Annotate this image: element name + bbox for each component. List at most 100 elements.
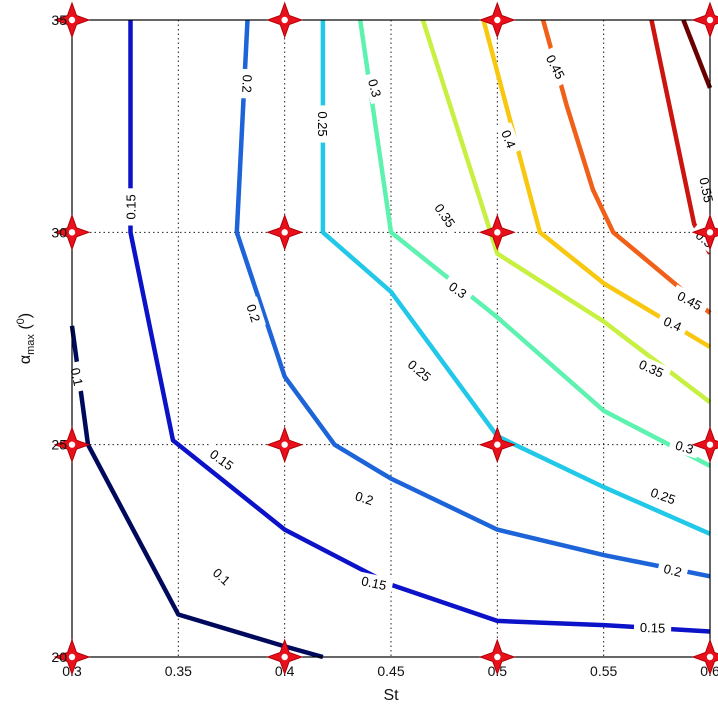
sample-point-marker — [478, 1, 516, 39]
contour-label-text: 0.25 — [315, 111, 330, 136]
y-axis-title-close: ) — [17, 313, 34, 318]
contour-line-0.5 — [649, 19, 712, 255]
sample-point-marker — [266, 1, 304, 39]
contour-label-gap — [205, 560, 239, 593]
x-tick-label: 0.6 — [700, 663, 718, 679]
contour-label-text: 0.4 — [661, 314, 684, 335]
contour-label-text: 0.2 — [239, 74, 255, 93]
contour-label-gap — [427, 195, 463, 236]
contour-label-gap — [656, 310, 690, 337]
contour-label-text: 0.15 — [360, 573, 388, 593]
y-tick-label: 35 — [51, 12, 67, 28]
contour-label-gap — [314, 105, 331, 143]
contour-label-0.15: 0.15 — [202, 442, 242, 477]
contour-label-0.25: 0.25 — [314, 105, 331, 143]
contour-label-gap — [496, 122, 522, 156]
contour-line-0.2 — [234, 19, 711, 579]
contour-label-gap — [441, 274, 475, 305]
contour-label-gap — [656, 558, 689, 582]
sample-marker-layer — [53, 1, 718, 676]
x-tick-layer: 0.3 0.35 0.4 0.45 0.5 0.55 0.6 — [62, 663, 718, 679]
sample-point-marker — [691, 638, 718, 676]
contour-label-0.2: 0.2 — [347, 485, 381, 510]
y-axis-title: αmax (0) — [15, 313, 37, 364]
contour-label-text: 0.3 — [674, 438, 696, 457]
contour-label-gap — [695, 170, 718, 210]
contour-label-gap — [241, 296, 266, 330]
sample-point-marker — [266, 426, 304, 464]
sample-point-marker — [53, 638, 91, 676]
contour-label-layer: 0.1 0.1 0.15 0.15 0.15 0.15 0.2 0.2 0.2 0.2 0.25 0.… — [66, 46, 718, 636]
sample-point-marker — [691, 426, 718, 464]
contour-label-0.1: 0.1 — [205, 560, 239, 593]
contour-label-gap — [668, 435, 701, 459]
contour-label-0.45: 0.45 — [540, 46, 572, 87]
contour-label-0.45: 0.45 — [669, 284, 710, 317]
contour-label-gap — [540, 46, 572, 87]
x-tick-label: 0.45 — [377, 663, 404, 679]
contour-label-gap — [347, 485, 381, 510]
contour-label-0.15: 0.15 — [354, 571, 394, 595]
x-tick-label: 0.5 — [488, 663, 508, 679]
contour-label-gap — [122, 188, 139, 226]
contour-label-0.2: 0.2 — [241, 296, 266, 330]
contour-label-gap — [363, 71, 387, 105]
contour-label-0.3: 0.3 — [363, 71, 387, 105]
contour-line-0.55 — [681, 19, 713, 89]
contour-label-0.25: 0.25 — [400, 352, 440, 389]
contour-line-0.45 — [540, 19, 712, 315]
sample-point-marker — [53, 213, 91, 251]
sample-point-marker — [691, 1, 718, 39]
contour-label-0.2: 0.2 — [238, 68, 257, 99]
contour-label-text: 0.3 — [365, 77, 384, 98]
y-tick-layer: 20 25 30 35 — [51, 12, 67, 665]
sample-point-marker — [53, 1, 91, 39]
sample-point-marker — [691, 213, 718, 251]
contour-line-0.25 — [320, 20, 711, 536]
x-tick-label: 0.35 — [165, 663, 192, 679]
contour-line-0.3 — [357, 19, 712, 468]
x-tick-label: 0.55 — [590, 663, 617, 679]
contour-label-0.4: 0.4 — [656, 310, 690, 337]
contour-line-0.1 — [69, 325, 324, 660]
sample-point-marker — [478, 426, 516, 464]
y-tick-label: 25 — [51, 437, 67, 453]
contour-label-gap — [354, 571, 394, 595]
contour-label-text: 0.25 — [649, 485, 678, 508]
contour-label-gap — [633, 618, 672, 636]
x-axis-title: St — [383, 687, 399, 704]
contour-label-text: 0.2 — [662, 561, 683, 580]
contour-label-0.35: 0.35 — [427, 195, 463, 236]
contour-label-text: 0.2 — [353, 488, 375, 508]
y-tick-label: 20 — [51, 649, 67, 665]
x-tick-label: 0.4 — [275, 663, 295, 679]
contour-label-0.3: 0.3 — [668, 435, 701, 459]
contour-line-0.15 — [128, 20, 711, 634]
contour-label-gap — [400, 352, 440, 389]
sample-point-marker — [266, 213, 304, 251]
contour-label-0.15: 0.15 — [122, 188, 139, 226]
contour-label-0.1: 0.1 — [66, 360, 89, 393]
y-axis-title-superscript: 0 — [15, 318, 27, 324]
contour-label-text: 0.1 — [68, 366, 86, 387]
contour-label-text: 0.15 — [640, 620, 666, 636]
contour-label-gap — [202, 442, 242, 477]
plot-frame — [71, 19, 711, 658]
contour-label-0.2: 0.2 — [656, 558, 689, 582]
contour-label-gap — [642, 481, 684, 510]
x-tick-label: 0.3 — [62, 663, 82, 679]
sample-point-marker — [478, 213, 516, 251]
y-axis-title-paren: ( — [17, 324, 34, 334]
sample-point-marker — [266, 638, 304, 676]
grid-layer — [72, 20, 710, 657]
y-axis-title-symbol: α — [17, 355, 34, 364]
sample-point-marker — [478, 638, 516, 676]
sample-point-marker — [53, 426, 91, 464]
y-tick-label: 30 — [51, 224, 67, 240]
contour-label-text: 0.55 — [696, 176, 716, 204]
contour-label-gap — [631, 353, 672, 384]
contour-label-text: 0.15 — [124, 194, 139, 219]
contour-label-0.15: 0.15 — [633, 618, 672, 636]
